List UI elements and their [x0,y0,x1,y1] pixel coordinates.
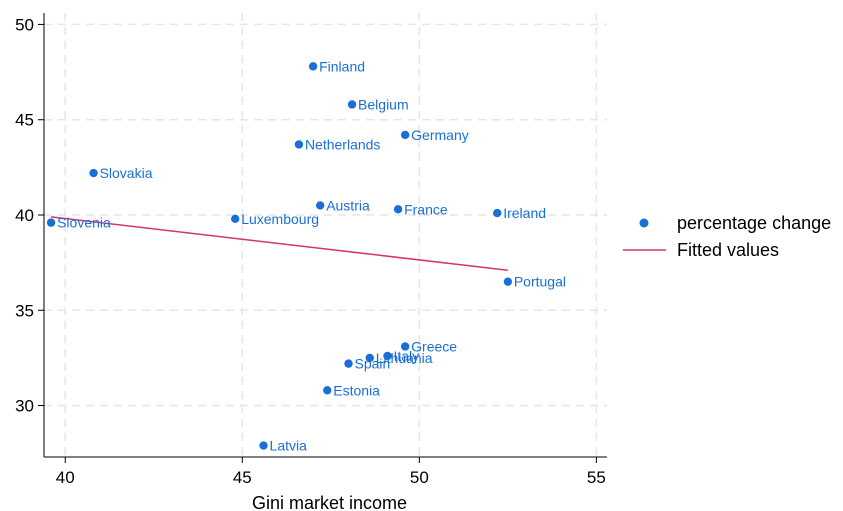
point-label: Finland [319,58,365,74]
data-point-italy [383,351,392,361]
data-point-belgium [347,100,357,109]
data-point-luxembourg [231,214,240,224]
data-point-germany [400,130,410,140]
data-point-ireland [493,208,502,218]
data-point-finland [308,62,318,71]
x-tick-label: 50 [410,468,429,487]
legend: percentage change Fitted values [623,213,831,260]
point-label: Netherlands [305,136,381,152]
data-point-spain [344,359,353,368]
grid-lines [44,13,607,457]
point-label: Latvia [270,438,308,454]
tick-labels: 40 45 50 55 30 35 40 45 50 [15,15,606,487]
x-tick-label: 55 [587,468,606,487]
data-point-lithuania [365,353,374,363]
y-tick-label: 40 [15,206,34,225]
data-point-portugal [503,277,513,286]
legend-label-fitted-values: Fitted values [677,240,779,260]
y-tick-label: 30 [15,397,34,416]
legend-marker-percentage-change [639,218,649,228]
data-point-slovakia [89,168,98,178]
point-label: Germany [411,127,469,143]
data-point-estonia [323,386,332,395]
fitted-line-layer [50,216,508,271]
point-label: France [404,201,448,217]
y-tick-label: 50 [15,15,34,34]
point-label: Belgium [358,96,409,112]
point-label: Italy [393,348,419,364]
data-point-latvia [259,441,268,450]
x-tick-label: 40 [56,468,75,487]
point-label: Slovakia [100,165,153,181]
data-point-austria [315,201,325,210]
legend-label-percentage-change: percentage change [677,213,831,233]
point-label: Portugal [514,274,566,290]
points-layer [46,62,513,450]
point-label: Austria [326,197,370,213]
data-point-greece [400,342,410,351]
data-point-slovenia [46,218,56,227]
point-label: Estonia [333,382,380,398]
x-axis-title: Gini market income [252,493,407,511]
fitted-values-line [50,216,508,271]
point-label: Luxembourg [241,211,319,227]
point-label: Lithuania [376,350,433,366]
x-tick-label: 45 [233,468,252,487]
point-label: Spain [355,356,391,372]
point-label: Slovenia [57,215,111,231]
point-label: Greece [411,338,457,354]
data-point-france [393,205,403,214]
y-tick-label: 35 [15,301,34,320]
data-point-netherlands [294,140,304,149]
y-tick-label: 45 [15,111,34,130]
point-label: Ireland [503,205,546,221]
axes [38,13,607,463]
